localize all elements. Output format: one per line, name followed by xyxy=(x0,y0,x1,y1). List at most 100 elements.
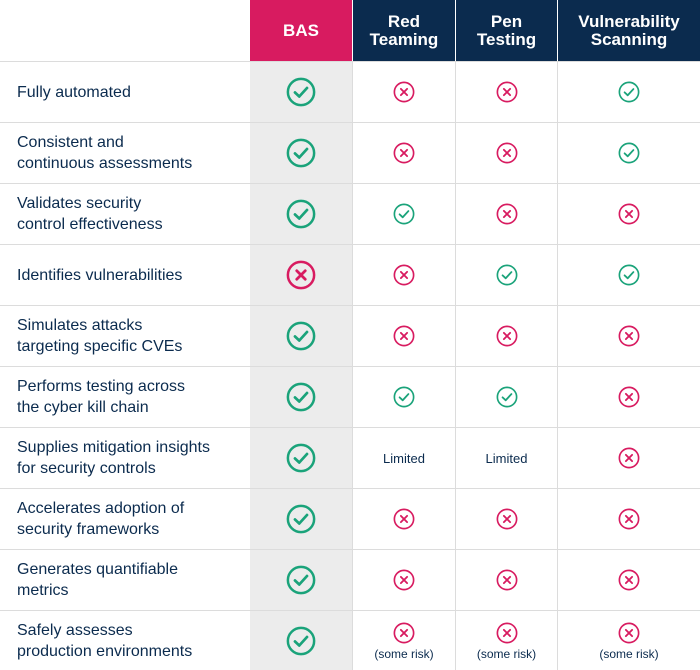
risk-note: (some risk) xyxy=(374,646,434,661)
cell-vulnerability-scanning xyxy=(558,550,700,610)
x-circle-icon xyxy=(393,508,415,530)
check-circle-icon xyxy=(286,138,316,168)
x-circle-icon xyxy=(496,325,517,347)
check-circle-icon xyxy=(286,443,316,473)
risk-note: (some risk) xyxy=(599,646,659,661)
check-circle-icon xyxy=(393,386,415,408)
check-circle-icon xyxy=(393,203,415,225)
cell-vulnerability-scanning xyxy=(558,306,700,366)
table-row: Performs testing across the cyber kill c… xyxy=(0,366,700,427)
cell-red-teaming xyxy=(353,367,455,427)
column-divider xyxy=(455,61,456,670)
x-circle-icon xyxy=(496,508,517,530)
cell-vulnerability-scanning xyxy=(558,367,700,427)
x-circle-icon xyxy=(618,508,640,530)
x-circle-icon xyxy=(618,203,640,225)
row-label: Safely assesses production environments xyxy=(17,622,193,660)
cell-red-teaming xyxy=(353,184,455,244)
cell-vulnerability-scanning: (some risk) xyxy=(558,611,700,670)
table-row: Consistent and continuous assessments xyxy=(0,122,700,183)
bas-column-background xyxy=(250,61,352,670)
column-divider xyxy=(557,61,558,670)
check-circle-icon xyxy=(618,81,640,103)
row-label: Validates security control effectiveness xyxy=(17,195,163,233)
cell-bas xyxy=(250,611,352,670)
cell-red-teaming xyxy=(353,306,455,366)
check-circle-icon xyxy=(496,386,517,408)
cell-bas xyxy=(250,489,352,549)
header-red-teaming: Red Teaming xyxy=(353,0,455,61)
check-circle-icon xyxy=(496,264,517,286)
x-circle-icon xyxy=(496,142,517,164)
check-circle-icon xyxy=(286,199,316,229)
x-circle-icon xyxy=(618,325,640,347)
x-circle-icon xyxy=(618,569,640,591)
cell-pen-testing xyxy=(456,62,557,122)
header-blank xyxy=(0,0,250,61)
check-circle-icon xyxy=(286,504,316,534)
cell-red-teaming xyxy=(353,489,455,549)
cell-pen-testing xyxy=(456,367,557,427)
x-circle-icon xyxy=(393,325,415,347)
header-vulnerability-scanning: Vulnerability Scanning xyxy=(558,0,700,61)
cell-pen-testing xyxy=(456,245,557,305)
cell-vulnerability-scanning xyxy=(558,62,700,122)
x-circle-icon xyxy=(496,622,517,643)
limited-text: Limited xyxy=(485,450,528,466)
cell-bas xyxy=(250,62,352,122)
cell-bas xyxy=(250,428,352,488)
cell-pen-testing xyxy=(456,550,557,610)
cell-vulnerability-scanning xyxy=(558,184,700,244)
row-label: Identifies vulnerabilities xyxy=(17,266,183,284)
cell-red-teaming xyxy=(353,550,455,610)
table-row: Simulates attacks targeting specific CVE… xyxy=(0,305,700,366)
cell-red-teaming xyxy=(353,245,455,305)
limited-text: Limited xyxy=(383,450,425,466)
risk-note: (some risk) xyxy=(476,646,537,661)
cell-vulnerability-scanning xyxy=(558,123,700,183)
table-row: Supplies mitigation insights for securit… xyxy=(0,427,700,488)
x-circle-icon xyxy=(286,260,316,290)
row-label: Fully automated xyxy=(17,83,131,101)
check-circle-icon xyxy=(286,626,316,656)
check-circle-icon xyxy=(286,77,316,107)
x-circle-icon xyxy=(618,622,640,643)
check-circle-icon xyxy=(286,321,316,351)
cell-bas xyxy=(250,550,352,610)
x-circle-icon xyxy=(393,81,415,103)
cell-pen-testing: (some risk) xyxy=(456,611,557,670)
row-label: Simulates attacks targeting specific CVE… xyxy=(17,317,183,355)
check-circle-icon xyxy=(618,142,640,164)
check-circle-icon xyxy=(286,565,316,595)
cell-bas xyxy=(250,367,352,427)
x-circle-icon xyxy=(393,142,415,164)
cell-red-teaming xyxy=(353,123,455,183)
table-row: Generates quantifiable metrics xyxy=(0,549,700,610)
row-label: Supplies mitigation insights for securit… xyxy=(17,439,210,477)
cell-vulnerability-scanning xyxy=(558,428,700,488)
cell-pen-testing xyxy=(456,123,557,183)
column-divider xyxy=(352,61,353,670)
cell-pen-testing xyxy=(456,489,557,549)
cell-bas xyxy=(250,184,352,244)
x-circle-icon xyxy=(496,81,517,103)
cell-pen-testing xyxy=(456,184,557,244)
x-circle-icon xyxy=(393,569,415,591)
cell-red-teaming xyxy=(353,62,455,122)
cell-red-teaming: Limited xyxy=(353,428,455,488)
cell-red-teaming: (some risk) xyxy=(353,611,455,670)
table-row: Validates security control effectiveness xyxy=(0,183,700,244)
row-label: Performs testing across the cyber kill c… xyxy=(17,378,186,416)
cell-vulnerability-scanning xyxy=(558,489,700,549)
check-circle-icon xyxy=(618,264,640,286)
x-circle-icon xyxy=(496,569,517,591)
x-circle-icon xyxy=(393,622,415,643)
header-bas: BAS xyxy=(250,0,352,61)
cell-pen-testing xyxy=(456,306,557,366)
table-row: Accelerates adoption of security framewo… xyxy=(0,488,700,549)
cell-pen-testing: Limited xyxy=(456,428,557,488)
x-circle-icon xyxy=(496,203,517,225)
cell-bas xyxy=(250,306,352,366)
cell-bas xyxy=(250,123,352,183)
